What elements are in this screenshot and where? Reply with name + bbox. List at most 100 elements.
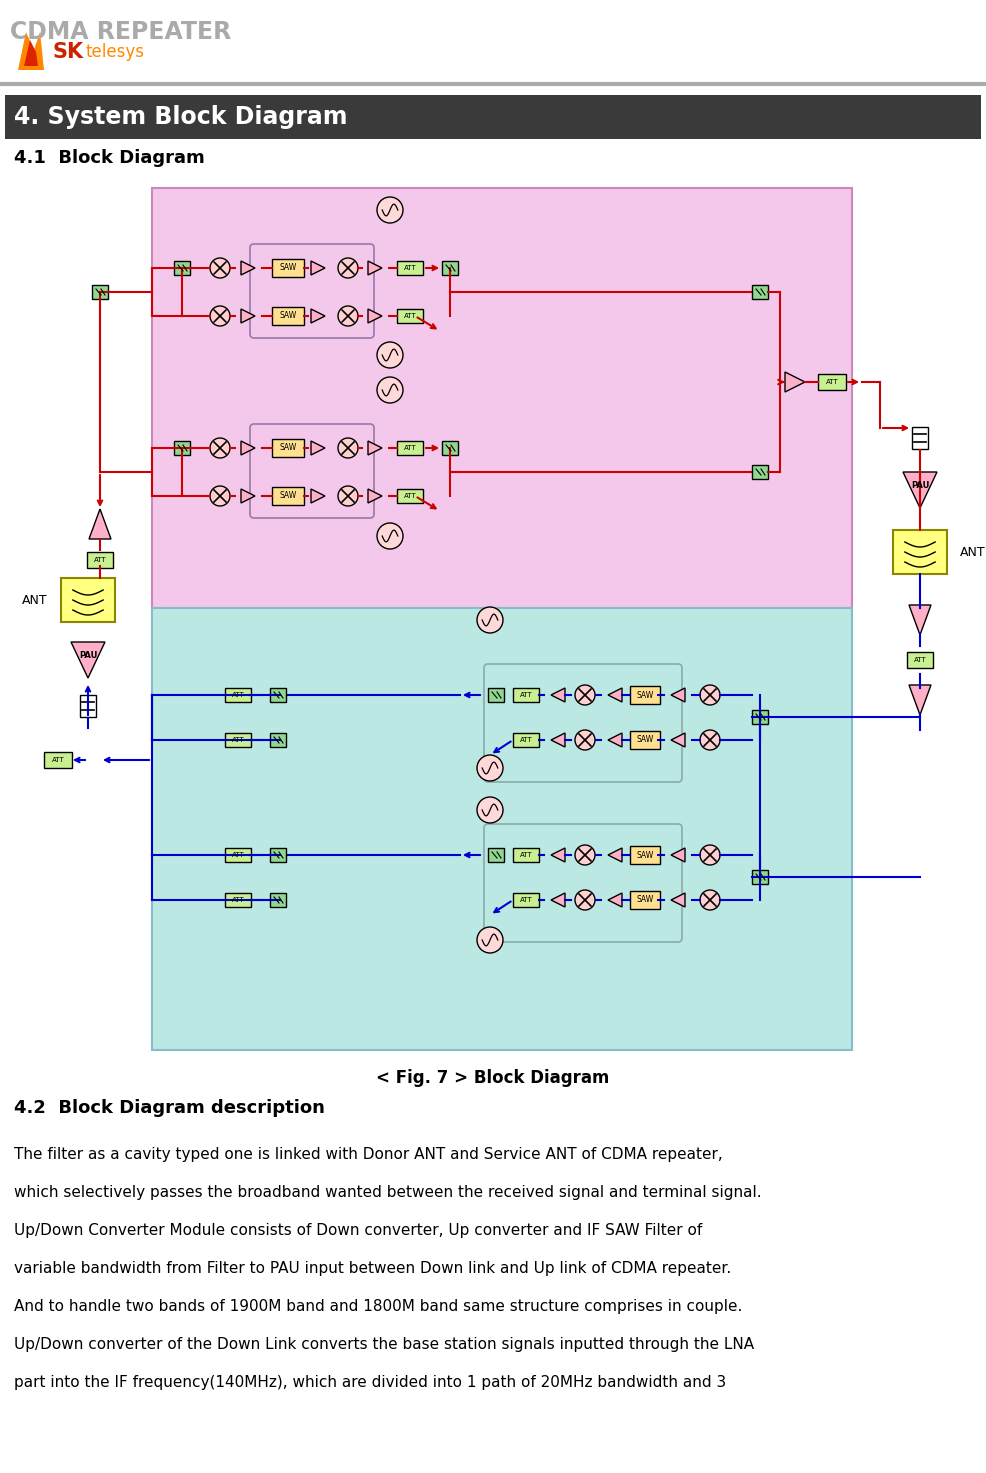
Polygon shape [551,848,565,862]
Bar [270,848,286,862]
Text: ATT: ATT [403,265,416,271]
Bar [152,189,852,608]
Bar [174,440,190,455]
Bar [513,688,539,703]
Circle shape [477,797,503,823]
Text: SAW: SAW [279,443,297,452]
Polygon shape [368,309,382,323]
Bar [61,577,115,622]
Text: SAW: SAW [636,735,654,744]
Circle shape [338,437,358,458]
Bar [752,465,768,479]
Circle shape [575,685,595,706]
Polygon shape [551,734,565,747]
Bar [442,261,458,275]
Bar [752,871,768,884]
Text: ATT: ATT [403,493,416,499]
Text: ATT: ATT [51,757,64,763]
Polygon shape [551,688,565,703]
Text: ANT: ANT [960,545,986,558]
Text: SAW: SAW [636,691,654,700]
Text: ATT: ATT [232,851,245,857]
Circle shape [210,437,230,458]
Text: SAW: SAW [279,311,297,321]
Polygon shape [89,510,111,539]
Text: PAU: PAU [911,482,929,491]
Bar [225,688,251,703]
Polygon shape [311,489,325,502]
Bar [225,734,251,747]
Bar [272,488,304,505]
Polygon shape [671,893,685,907]
Circle shape [377,523,403,549]
Bar [225,848,251,862]
Bar [630,731,660,748]
Text: SAW: SAW [636,850,654,860]
Text: variable bandwidth from Filter to PAU input between Down link and Up link of CDM: variable bandwidth from Filter to PAU in… [14,1261,732,1277]
Bar [488,688,504,703]
Text: SAW: SAW [279,264,297,273]
Polygon shape [551,893,565,907]
Bar [630,686,660,704]
Bar [912,427,928,449]
Polygon shape [671,734,685,747]
Text: ATT: ATT [94,557,106,563]
Bar [752,284,768,299]
Bar [818,374,846,390]
Bar [174,261,190,275]
Circle shape [377,197,403,222]
Bar [513,893,539,907]
Polygon shape [241,440,255,455]
Bar [513,848,539,862]
Text: Up/Down converter of the Down Link converts the base station signals inputted th: Up/Down converter of the Down Link conve… [14,1337,754,1352]
Polygon shape [241,489,255,502]
Text: SAW: SAW [279,492,297,501]
Text: Up/Down Converter Module consists of Down converter, Up converter and IF SAW Fil: Up/Down Converter Module consists of Dow… [14,1224,702,1239]
Polygon shape [311,309,325,323]
Text: ANT: ANT [23,594,48,607]
Text: SAW: SAW [636,896,654,904]
Text: CDMA REPEATER: CDMA REPEATER [10,21,232,44]
Text: ATT: ATT [520,736,532,742]
Bar [270,688,286,703]
Text: 4.1  Block Diagram: 4.1 Block Diagram [14,149,205,166]
Circle shape [575,890,595,910]
Bar [397,261,423,275]
Polygon shape [241,261,255,275]
Bar [225,893,251,907]
Text: ATT: ATT [232,897,245,903]
Polygon shape [71,642,105,678]
Text: ATT: ATT [914,657,926,663]
Text: ATT: ATT [403,312,416,320]
Polygon shape [903,471,937,508]
Text: ATT: ATT [825,379,838,384]
Text: 4.2  Block Diagram description: 4.2 Block Diagram description [14,1099,324,1117]
Bar [397,489,423,502]
Circle shape [210,258,230,278]
Bar [397,309,423,323]
Circle shape [210,486,230,507]
Bar [513,734,539,747]
Polygon shape [368,489,382,502]
Text: And to handle two bands of 1900M band and 1800M band same structure comprises in: And to handle two bands of 1900M band an… [14,1299,742,1314]
Text: part into the IF frequency(140MHz), which are divided into 1 path of 20MHz bandw: part into the IF frequency(140MHz), whic… [14,1376,727,1391]
Text: PAU: PAU [79,651,98,660]
Polygon shape [608,893,622,907]
Bar [397,440,423,455]
Circle shape [700,846,720,865]
Text: ATT: ATT [403,445,416,451]
Bar [272,306,304,326]
Text: The filter as a cavity typed one is linked with Donor ANT and Service ANT of CDM: The filter as a cavity typed one is link… [14,1147,723,1162]
Circle shape [338,486,358,507]
Text: ATT: ATT [520,897,532,903]
Bar [752,710,768,725]
Circle shape [338,306,358,326]
Circle shape [700,731,720,750]
Circle shape [700,890,720,910]
Bar [270,893,286,907]
Polygon shape [909,605,931,635]
Polygon shape [311,261,325,275]
Polygon shape [909,685,931,714]
Text: < Fig. 7 > Block Diagram: < Fig. 7 > Block Diagram [377,1069,609,1087]
Bar [272,439,304,457]
